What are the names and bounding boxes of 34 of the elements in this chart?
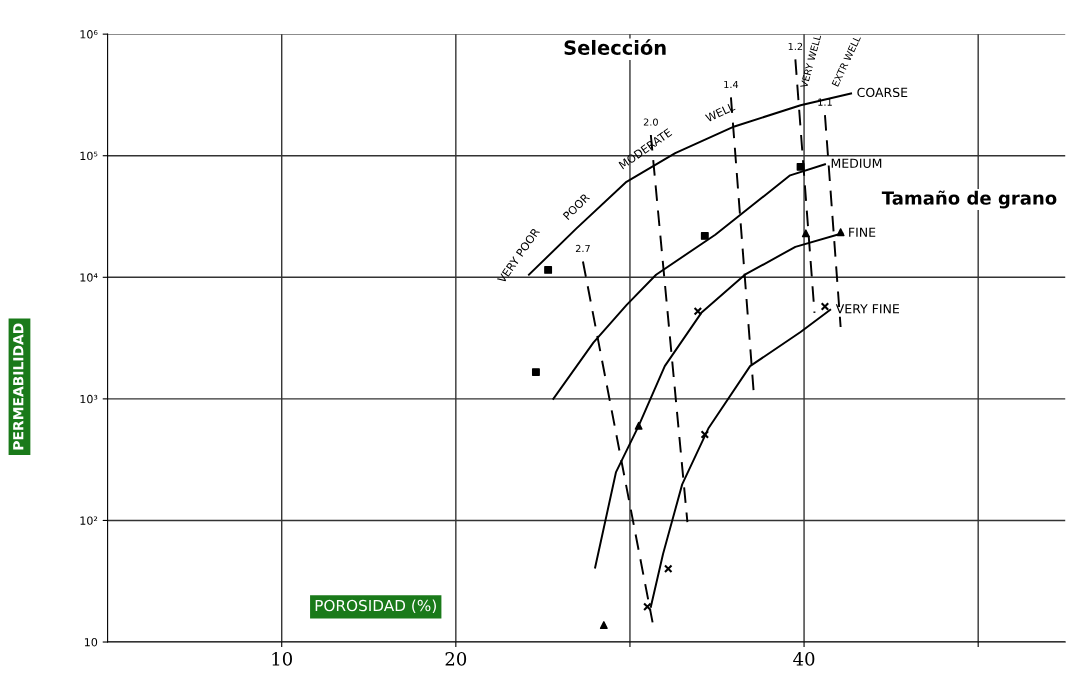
y-tick-label: 10² xyxy=(80,516,98,525)
point xyxy=(796,162,805,171)
series-label: 1.2 xyxy=(788,42,803,50)
series-label: 2.7 xyxy=(575,244,590,253)
point xyxy=(663,564,673,574)
x-axis-title: POROSIDAD (%) xyxy=(315,599,436,614)
point xyxy=(801,229,810,238)
y-tick-label: 10⁵ xyxy=(80,151,98,161)
point xyxy=(531,368,540,377)
series-label: COARSE xyxy=(857,87,908,98)
y-tick-label: 10 xyxy=(84,637,98,647)
series-label: 2.0 xyxy=(643,118,658,126)
series-label: 1.4 xyxy=(724,80,739,88)
x-tick-label: 40 xyxy=(793,652,815,666)
point xyxy=(836,228,845,237)
y-tick-label: 10⁶ xyxy=(80,30,98,39)
y-tick-label: 10⁴ xyxy=(80,273,98,282)
point xyxy=(700,231,709,240)
point xyxy=(634,421,643,430)
x-tick-label: 10 xyxy=(272,652,292,666)
y-tick-label: 10³ xyxy=(80,394,98,404)
series-label: FINE xyxy=(849,227,876,237)
point xyxy=(544,265,553,274)
x-tick-label: 20 xyxy=(445,652,467,666)
point xyxy=(693,307,703,316)
annotation: Tamaño de grano xyxy=(881,190,1057,209)
y-axis-title: PERMEABILIDAD xyxy=(13,323,24,450)
series-label: 1.1 xyxy=(818,98,832,106)
series-label: VERY FINE xyxy=(835,304,900,314)
annotation: WELL xyxy=(704,102,736,123)
point xyxy=(599,621,608,629)
point xyxy=(700,430,710,439)
series-label: MEDIUM xyxy=(831,158,882,168)
annotation: Selección xyxy=(564,39,666,55)
